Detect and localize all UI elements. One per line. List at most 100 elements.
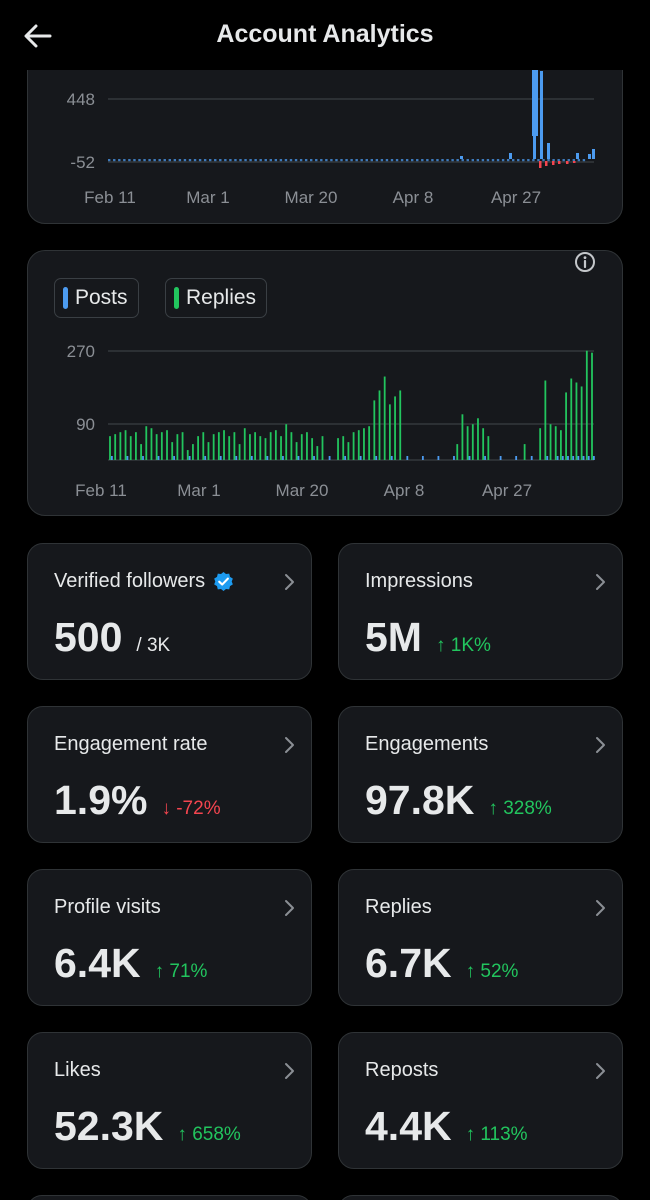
stat-card-engagement-rate[interactable]: Engagement rate 1.9% ↓ -72% xyxy=(27,706,312,843)
bar xyxy=(385,159,389,162)
posts-bar xyxy=(546,456,549,460)
bar xyxy=(375,159,379,162)
posts-bar xyxy=(582,456,585,460)
replies-bar xyxy=(135,432,137,460)
replies-bar xyxy=(466,426,469,460)
follower-chart: 448 -52 Feb 11 Mar 1 Mar 20 Apr 8 Apr 27 xyxy=(67,41,595,207)
bar xyxy=(557,159,560,162)
y-tick-label: 90 xyxy=(76,415,95,434)
stat-value: 1.9% xyxy=(54,777,148,823)
bar xyxy=(547,159,550,162)
stat-card-impressions[interactable]: Impressions 5M ↑ 1K% xyxy=(338,543,623,680)
bar xyxy=(582,159,586,162)
stat-value: 52.3K xyxy=(54,1103,164,1149)
bar xyxy=(509,153,512,159)
bar xyxy=(345,159,348,162)
legend-replies-toggle[interactable]: Replies xyxy=(165,278,268,318)
negative-bar xyxy=(552,161,555,165)
bar xyxy=(365,159,368,162)
stat-value-row: 97.8K ↑ 328% xyxy=(365,777,552,824)
y-tick-label: -52 xyxy=(70,153,95,172)
bar xyxy=(540,71,543,159)
arrow-left-icon xyxy=(24,24,52,48)
stat-card-verified-followers[interactable]: Verified followers 500 / 3K xyxy=(27,543,312,680)
bar xyxy=(158,159,161,162)
replies-bar xyxy=(544,380,547,460)
bar xyxy=(496,159,500,162)
replies-bar xyxy=(585,350,588,460)
bar xyxy=(264,159,267,162)
bar xyxy=(426,159,429,162)
bar xyxy=(572,159,575,162)
bar xyxy=(380,159,384,162)
replies-bar xyxy=(300,434,303,460)
replies-bar xyxy=(119,432,122,460)
posts-bar xyxy=(437,456,440,460)
bar xyxy=(547,143,550,159)
bar xyxy=(148,159,151,162)
posts-replies-chart-card: Posts Replies 270 90 Feb 11 Mar 1 Mar 20 Apr … xyxy=(27,250,623,516)
bar xyxy=(269,159,272,162)
posts-bar xyxy=(250,456,253,460)
bar xyxy=(113,159,116,162)
stat-label-text: Likes xyxy=(54,1059,101,1081)
posts-bar xyxy=(282,456,284,460)
bar xyxy=(588,154,591,159)
bar xyxy=(431,159,434,162)
replies-bar xyxy=(166,430,168,460)
bar xyxy=(481,159,485,162)
posts-bar xyxy=(359,456,362,460)
replies-bar xyxy=(290,432,293,460)
stat-card-partial[interactable] xyxy=(338,1195,623,1200)
bar xyxy=(173,159,177,162)
bar xyxy=(446,159,449,162)
posts-bar xyxy=(406,456,409,460)
stat-card-reposts[interactable]: Reposts 4.4K ↑ 113% xyxy=(338,1032,623,1169)
legend-posts-toggle[interactable]: Posts xyxy=(54,278,139,318)
bar xyxy=(576,153,579,159)
stat-value-row: 500 / 3K xyxy=(54,614,170,661)
replies-bar xyxy=(523,444,526,460)
stat-label-text: Verified followers xyxy=(54,570,206,592)
stat-card-partial[interactable] xyxy=(27,1195,312,1200)
posts-bar xyxy=(453,456,455,460)
negative-bar xyxy=(545,161,548,166)
stat-label: Engagements xyxy=(365,733,488,756)
bar xyxy=(567,159,570,162)
stat-change: ↑ 328% xyxy=(488,798,552,819)
replies-bar xyxy=(259,436,262,460)
stat-value-row: 52.3K ↑ 658% xyxy=(54,1103,241,1150)
replies-bar xyxy=(285,424,288,460)
stat-card-engagements[interactable]: Engagements 97.8K ↑ 328% xyxy=(338,706,623,843)
info-circle-icon[interactable] xyxy=(574,251,596,273)
bar xyxy=(138,159,141,162)
posts-bar xyxy=(188,456,191,460)
posts-bar xyxy=(219,456,222,460)
bar xyxy=(320,159,323,162)
replies-bar xyxy=(461,414,464,460)
y-tick-label: 270 xyxy=(67,342,95,361)
bar xyxy=(491,159,495,162)
bar xyxy=(537,159,540,162)
posts-bar xyxy=(530,456,533,460)
chevron-right-icon xyxy=(596,737,605,753)
bar xyxy=(294,159,298,162)
stat-card-profile-visits[interactable]: Profile visits 6.4K ↑ 71% xyxy=(27,869,312,1006)
posts-bar xyxy=(567,456,569,460)
replies-bar xyxy=(539,428,542,460)
replies-bar xyxy=(565,392,567,460)
posts-bar xyxy=(142,456,144,460)
replies-bar xyxy=(171,442,174,460)
negative-bar xyxy=(539,161,542,168)
x-tick-label: Mar 1 xyxy=(186,188,229,207)
replies-bar xyxy=(388,404,391,460)
x-tick-label: Apr 27 xyxy=(491,188,541,207)
bar xyxy=(390,159,394,162)
replies-bar xyxy=(399,390,402,460)
bar xyxy=(234,159,237,162)
stat-card-replies[interactable]: Replies 6.7K ↑ 52% xyxy=(338,869,623,1006)
bar xyxy=(400,159,404,162)
bar xyxy=(198,159,202,162)
back-button[interactable] xyxy=(20,18,56,54)
stat-card-likes[interactable]: Likes 52.3K ↑ 658% xyxy=(27,1032,312,1169)
